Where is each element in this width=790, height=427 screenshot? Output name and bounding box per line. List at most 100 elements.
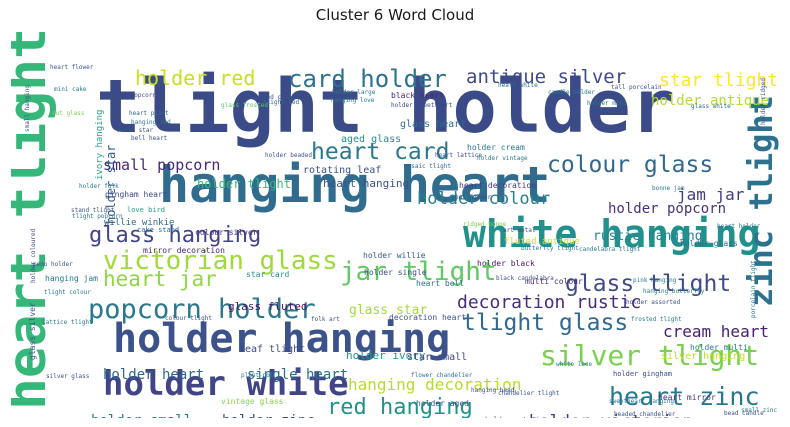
word-heart-mirror: heart mirror: [658, 393, 716, 402]
word-colour-glass: colour glass: [547, 152, 713, 178]
word-holder-cream: holder cream: [467, 143, 525, 152]
word-silver-hanging: silver hanging: [661, 351, 745, 362]
word-gingham-heart: gingham heart: [105, 190, 168, 199]
word-holder-antique: holder antique: [651, 93, 769, 109]
word-large-popcorn: large popcorn: [109, 92, 156, 99]
word-rustic-hanging: rustic hanging: [593, 229, 703, 244]
word-colour-tlight: colour tlight: [165, 315, 212, 322]
word-glass-frosted: glass frosted: [221, 102, 268, 109]
word-holder-popcorn: holder popcorn: [608, 201, 726, 217]
word-single-heart: single heart: [247, 367, 348, 383]
word-red-hanging: red hanging: [327, 395, 473, 418]
word-art-metal: art metal: [503, 227, 536, 234]
word-aged-glass: aged glass: [341, 134, 401, 145]
word-mosaic-tlight: mosaic tlight: [404, 163, 451, 170]
word-holder-tlight: holder tlight: [197, 177, 291, 191]
word-star-card: star card: [246, 270, 290, 279]
word-holder-aged: holder aged: [416, 399, 469, 408]
word-love-bird: love bird: [127, 206, 165, 214]
word-heart-hanging: heart hanging: [323, 177, 409, 190]
word-heart-card: heart card: [311, 139, 449, 165]
word-mini-cake: mini cake: [54, 86, 87, 93]
word-memo-holder: memo holder: [33, 261, 73, 268]
word-glass-heart: glass heart: [400, 119, 466, 130]
word-holder-beaded: holder beaded: [265, 152, 312, 159]
word-holder-assorted: holder assorted: [626, 299, 681, 306]
word-hanging-bead: hanging bead: [471, 387, 515, 394]
word-holder-rotating: holder rotating: [485, 416, 548, 418]
word-holder-mini: holder mini: [587, 100, 627, 107]
word-plant-pot: plant pot: [241, 372, 274, 379]
word-sweetheart-hanging: sweetheart hanging: [609, 398, 674, 405]
word-black-candelabra: black candelabra: [496, 275, 554, 282]
word-pot-holder: pot holder: [455, 194, 492, 201]
word-pink-hanging: pink hanging: [633, 277, 677, 284]
word-hanging-red: hanging red: [131, 119, 171, 126]
word-jam-jar: jam jar: [677, 185, 745, 204]
word-glass-star: glass star: [349, 303, 427, 318]
word-small-popcorn: small popcorn: [103, 156, 220, 174]
word-tlight-glass: tlight glass: [462, 310, 628, 336]
word-heart-tlight: heart tlight: [11, 32, 58, 410]
word-small-zinc: small zinc: [741, 407, 778, 414]
word-porcelain-tlight: porcelain tlight: [750, 260, 757, 318]
word-holder-white: holder white: [103, 364, 349, 404]
word-willie-winkie: willie winkie: [104, 218, 174, 228]
word-tall-porcelain: tall porcelain: [611, 84, 662, 91]
word-beaded-chandelier: beaded chandelier: [614, 411, 676, 418]
word-chandelier-tlight: chandelier tlight: [498, 390, 560, 397]
word-holder-heart: holder heart: [103, 367, 204, 383]
word-tlight-colour: tlight colour: [44, 289, 91, 296]
word-assorted-colour: assorted colour: [245, 94, 300, 101]
word-silver-glass: silver glass: [46, 373, 90, 380]
word-glass-white: glass white: [691, 103, 731, 110]
word-zinc-tlight: zinc tlight: [742, 95, 779, 307]
word-holder-ivory: holder ivory: [346, 349, 426, 362]
word-colour-silver: colour silver: [195, 228, 258, 237]
word-mirror-decoration: mirror decoration: [143, 246, 225, 255]
word-glass-fluted: glass fluted: [228, 300, 307, 313]
word-cake-stand: cake stand: [137, 226, 179, 234]
word-tlight-popcorn: tlight popcorn: [72, 213, 123, 220]
word-jar-tlight: jar tlight: [340, 257, 497, 287]
word-heart-holder: heart holder: [717, 223, 761, 230]
word-card-holder: card holder: [288, 65, 447, 93]
word-star-tlight: star tlight: [659, 70, 778, 91]
word-multi-colour: multi colour: [525, 277, 583, 286]
word-holder-folk: holder folk: [79, 183, 119, 190]
word-heart-zinc: heart zinc: [609, 382, 760, 411]
word-bead-candle: bead candle: [724, 410, 764, 417]
word-heart-bell: heart bell: [416, 279, 464, 288]
word-hanging-decoration: hanging decoration: [348, 375, 521, 394]
word-heart-jar: heart jar: [103, 267, 217, 291]
word-tlight-red: tlight red: [263, 99, 300, 106]
word-heart-decoration: heart decoration: [459, 181, 536, 190]
word-bell-heart: bell heart: [131, 135, 168, 142]
word-hanging-butterfly: hanging butterfly: [643, 288, 705, 295]
word-cloud-canvas: tlight holder hanging heart white hanging h…: [11, 32, 779, 418]
word-ivory-hanging: ivory hanging: [95, 110, 105, 180]
word-ridged-bonne: ridged bonne: [463, 221, 507, 228]
word-silver-tlight: silver tlight: [540, 339, 759, 372]
word-heart-flower: heart flower: [50, 64, 94, 71]
word-bonne-jam: bonne jam: [652, 185, 685, 192]
word-flower-chandelier: flower chandelier: [411, 372, 473, 379]
word-holder-single: holder single: [364, 268, 427, 277]
word-white-hanging: white hanging: [463, 212, 760, 256]
word-glass-tlight: glass tlight: [565, 271, 731, 297]
word-holder-sweetheart: holder sweetheart: [391, 102, 453, 109]
word-glass-silver: glass silver: [28, 302, 37, 360]
word-holder-willie: holder willie: [363, 251, 426, 260]
word-metal-star: metal star: [117, 127, 154, 134]
word-fluted-antique: fluted antique: [504, 237, 580, 247]
word-holder-large: holder large: [332, 89, 376, 96]
word-holder-black: holder black: [477, 259, 535, 268]
word-holder-small: holder small: [91, 413, 192, 418]
word-butterfly-tlight: butterfly tlight: [521, 245, 579, 252]
word-holder-coloured: holder coloured: [30, 228, 37, 283]
word-holder-multi: holder multi: [690, 343, 748, 352]
word-leaf-tlight: leaf tlight: [239, 344, 305, 355]
word-stand-tlight: stand tlight: [71, 207, 115, 214]
word-candelabra-tlight: candelabra tlight: [579, 246, 641, 253]
